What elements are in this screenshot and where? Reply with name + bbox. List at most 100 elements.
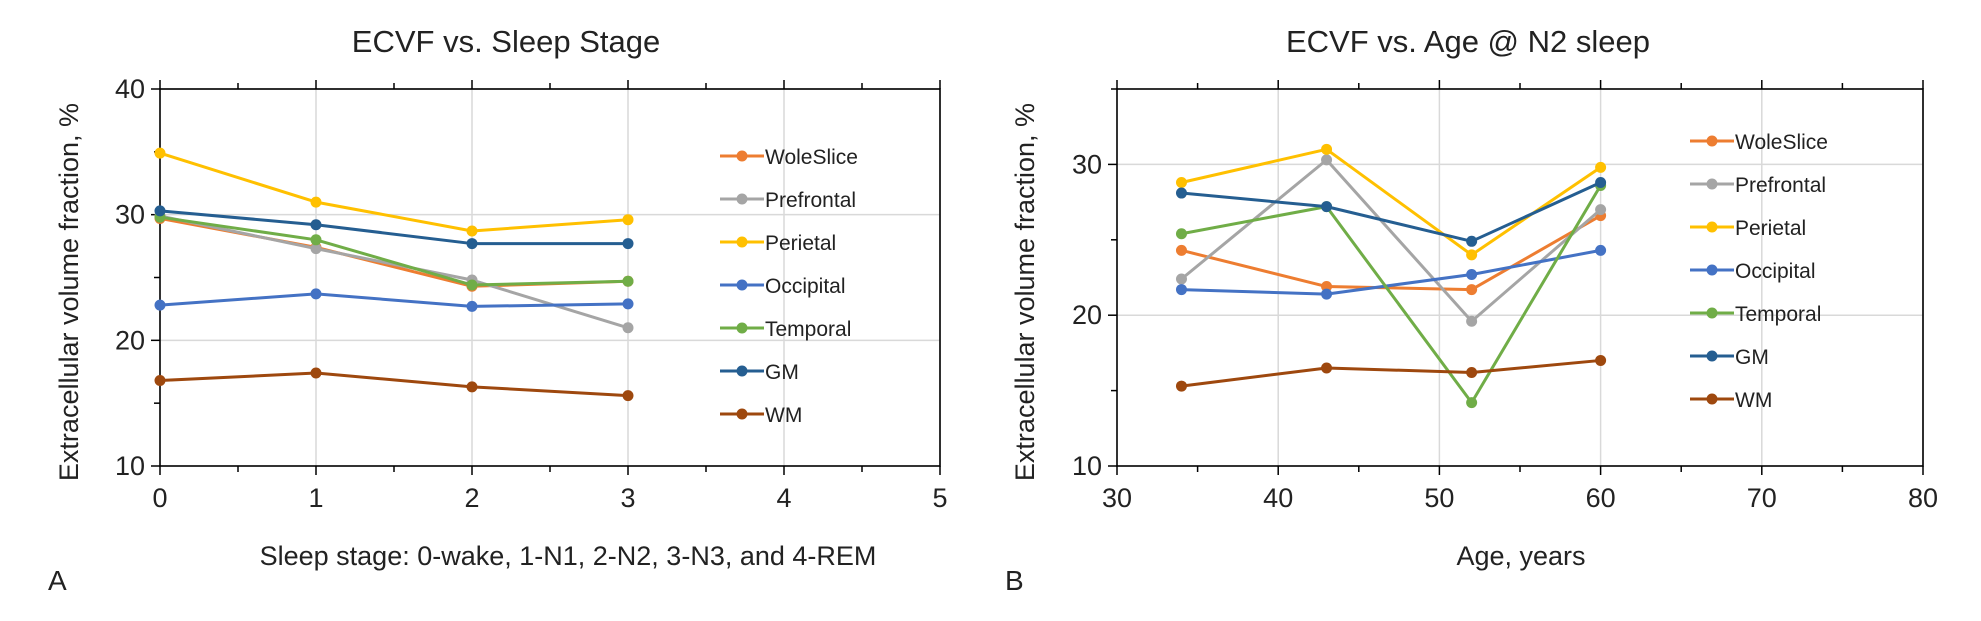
data-point-occipital (622, 298, 634, 310)
data-point-occipital (1595, 244, 1607, 256)
legend-label: Perietal (1735, 217, 1806, 240)
legend-label: Temporal (1735, 303, 1821, 326)
data-point-gm (310, 219, 322, 231)
data-point-perietal (1175, 176, 1187, 188)
legend-marker (1706, 178, 1718, 190)
legend-marker (736, 193, 748, 205)
y-tick-label: 30 (1072, 149, 1102, 179)
data-point-perietal (622, 214, 634, 226)
series-line-temporal (159, 215, 629, 287)
y-axis-label: Extracellular volume fraction, % (1010, 103, 1040, 481)
y-tick-label: 20 (1072, 300, 1102, 330)
data-point-prefrontal (310, 243, 322, 255)
x-tick-label: 80 (1908, 483, 1938, 513)
data-point-occipital (1321, 288, 1333, 300)
x-tick-label: 1 (308, 483, 323, 513)
series-line-woleslice (1181, 214, 1602, 292)
data-point-gm (1321, 201, 1333, 213)
legend-label: Prefrontal (1735, 174, 1826, 197)
legend-marker (1706, 393, 1718, 405)
series-line-perietal (159, 151, 629, 233)
data-point-occipital (1466, 268, 1478, 280)
series-line-occipital (1181, 248, 1601, 296)
legend-label: WoleSlice (765, 146, 858, 169)
data-point-temporal (310, 234, 322, 246)
series-line-occipital (159, 292, 629, 308)
data-point-temporal (1466, 397, 1478, 409)
legend-marker (1706, 221, 1718, 233)
legend-marker (736, 236, 748, 248)
data-point-occipital (466, 300, 478, 312)
x-tick-label: 4 (776, 483, 791, 513)
y-tick-label: 20 (115, 325, 145, 355)
data-point-woleslice (1175, 244, 1187, 256)
chart-title: ECVF vs. Sleep Stage (352, 24, 660, 59)
legend-label: WM (765, 404, 802, 427)
series-line-wm (159, 371, 629, 398)
panel-label: A (48, 565, 67, 596)
x-axis-label: Age, years (1456, 541, 1585, 571)
data-point-wm (622, 390, 634, 402)
data-point-occipital (1175, 284, 1187, 296)
data-point-prefrontal (1175, 273, 1187, 285)
legend-label: GM (765, 361, 799, 384)
data-point-perietal (1595, 161, 1607, 173)
chart-panel-a: ECVF vs. Sleep Stage Extracellular volum… (48, 24, 948, 596)
data-point-prefrontal (1321, 154, 1333, 166)
legend-marker (736, 408, 748, 420)
x-tick-label: 2 (464, 483, 479, 513)
data-point-occipital (154, 299, 166, 311)
data-point-perietal (154, 147, 166, 159)
x-tick-label: 40 (1263, 483, 1293, 513)
series-line-wm (1181, 358, 1601, 388)
legend-label: Perietal (765, 232, 836, 255)
data-point-occipital (310, 288, 322, 300)
data-point-perietal (1321, 143, 1333, 155)
data-point-gm (1175, 187, 1187, 199)
legend-label: Prefrontal (765, 189, 856, 212)
series-line-perietal (1181, 147, 1602, 257)
y-tick-label: 10 (1072, 451, 1102, 481)
x-tick-label: 60 (1586, 483, 1616, 513)
legend-label: Occipital (765, 275, 846, 298)
data-point-perietal (310, 196, 322, 208)
series-line-temporal (1181, 184, 1602, 405)
data-point-wm (1175, 380, 1187, 392)
y-tick-label: 10 (115, 451, 145, 481)
data-point-wm (466, 381, 478, 393)
data-point-perietal (1466, 249, 1478, 261)
data-point-prefrontal (1466, 315, 1478, 327)
panel-label: B (1005, 565, 1024, 596)
data-point-temporal (622, 275, 634, 287)
data-point-wm (1466, 367, 1478, 379)
data-point-perietal (466, 225, 478, 237)
data-point-prefrontal (1595, 204, 1607, 216)
legend-marker (1706, 307, 1718, 319)
data-point-wm (1595, 354, 1607, 366)
data-point-gm (154, 205, 166, 217)
legend-marker (1706, 350, 1718, 362)
legend-marker (1706, 135, 1718, 147)
series-line-gm (159, 209, 628, 246)
legend-marker (736, 365, 748, 377)
data-point-temporal (1175, 228, 1187, 240)
legend-label: WM (1735, 389, 1772, 412)
x-tick-label: 30 (1102, 483, 1132, 513)
data-point-gm (466, 238, 478, 250)
legend-label: WoleSlice (1735, 131, 1828, 154)
data-point-woleslice (1466, 284, 1478, 296)
y-tick-label: 40 (115, 74, 145, 104)
data-point-temporal (466, 279, 478, 291)
legend-marker (736, 322, 748, 334)
x-tick-label: 0 (152, 483, 167, 513)
data-point-wm (310, 367, 322, 379)
data-point-gm (1595, 176, 1607, 188)
legend-label: Occipital (1735, 260, 1816, 283)
legend-label: GM (1735, 346, 1769, 369)
legend-marker (1706, 264, 1718, 276)
data-point-woleslice (1321, 281, 1333, 293)
y-tick-label: 30 (115, 200, 145, 230)
chart-panel-b: ECVF vs. Age @ N2 sleep Extracellular vo… (1005, 24, 1938, 596)
legend-marker (736, 279, 748, 291)
